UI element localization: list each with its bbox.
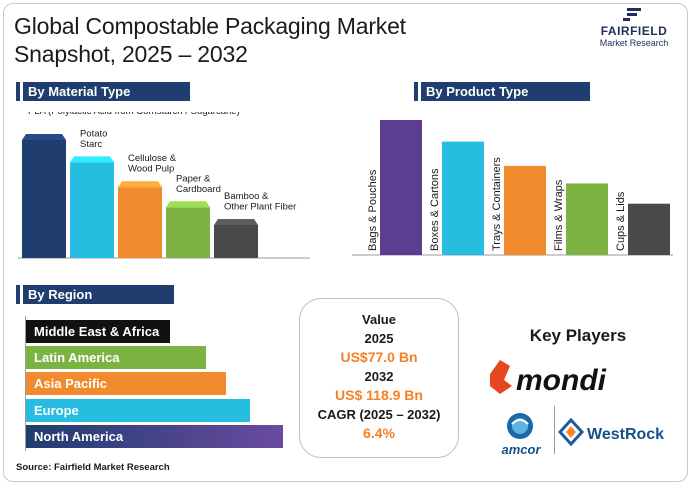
- westrock-wordmark: WestRock: [587, 426, 664, 443]
- year-2032: 2032: [364, 369, 394, 384]
- title-line-1: Global Compostable Packaging Market: [14, 13, 406, 39]
- product-label: Trays & Containers: [491, 157, 503, 251]
- title-line-2: Snapshot, 2025 – 2032: [14, 41, 248, 67]
- value-box: Value 2025 US$77.0 Bn 2032 US$ 118.9 Bn …: [299, 298, 459, 458]
- product-label: Films & Wraps: [553, 179, 565, 251]
- section-product-header: By Product Type: [414, 82, 590, 101]
- product-label: Cups & Lids: [615, 191, 627, 251]
- page-title: Global Compostable Packaging Market Snap…: [14, 12, 406, 68]
- value-label: Value: [362, 312, 396, 327]
- mondi-logo-icon: [490, 360, 512, 394]
- year-2025: 2025: [364, 331, 394, 346]
- material-bar: [118, 187, 162, 258]
- mondi-wordmark: mondi: [516, 364, 607, 397]
- cagr-value: 6.4%: [363, 425, 395, 441]
- material-bar-top: [22, 134, 66, 140]
- material-label: Cellulose & Wood Pulp: [128, 153, 177, 175]
- amcor-logo: amcor: [501, 413, 541, 457]
- fairfield-logo-icon: [623, 8, 641, 21]
- value-2025: US$77.0 Bn: [340, 349, 418, 365]
- product-label: Boxes & Cartons: [429, 168, 441, 251]
- region-bar: Middle East & Africa: [26, 320, 170, 343]
- region-axis: [25, 316, 26, 451]
- region-bar: Latin America: [26, 346, 206, 370]
- westrock-logo: WestRock: [558, 418, 664, 447]
- material-label: PLA (Polylactic Acid from Cornstarch / S…: [28, 112, 240, 117]
- westrock-logo-icon: [558, 418, 585, 447]
- product-label: Bags & Pouches: [367, 169, 379, 251]
- material-bar: [214, 224, 258, 258]
- material-bar: [70, 162, 114, 258]
- material-label: Bamboo & Other Plant Fiber: [224, 191, 296, 213]
- region-bar: North America: [26, 424, 283, 448]
- outer-border: [3, 3, 688, 482]
- mondi-logo: mondi: [490, 360, 607, 397]
- region-bar: Asia Pacific: [26, 372, 227, 396]
- material-bar: [22, 140, 66, 258]
- product-bar: [628, 203, 670, 255]
- material-bar-top: [70, 156, 114, 163]
- region-bar: Europe: [26, 398, 250, 422]
- cagr-label: CAGR (2025 – 2032): [317, 407, 441, 422]
- section-region-header: By Region: [16, 285, 174, 304]
- product-bar: [504, 165, 546, 255]
- material-bar-top: [118, 181, 162, 188]
- product-bar: [566, 183, 608, 255]
- key-players-title: Key Players: [529, 326, 627, 345]
- product-chart: Bags & Pouches Boxes & Cartons Trays & Con…: [352, 120, 673, 256]
- material-bar-top: [166, 201, 210, 208]
- logo-name: FAIRFIELD: [600, 24, 668, 38]
- value-2032: US$ 118.9 Bn: [335, 387, 423, 403]
- material-chart: PLA (Polylactic Acid from Cornstarch / S…: [18, 112, 310, 259]
- logo-divider: [554, 406, 555, 454]
- material-label: Paper & Cardboard: [176, 173, 221, 195]
- amcor-wordmark: amcor: [501, 442, 541, 457]
- product-bar: [442, 141, 484, 255]
- material-bar: [166, 207, 210, 258]
- product-bar: [380, 120, 422, 255]
- material-label: Potato Starc: [80, 128, 107, 150]
- source-note: Source: Fairfield Market Research: [16, 462, 170, 473]
- fairfield-logo: FAIRFIELD Market Research: [586, 8, 682, 52]
- section-material-header: By Material Type: [16, 82, 190, 101]
- logo-sub: Market Research: [599, 38, 669, 48]
- material-bar-top: [214, 218, 258, 225]
